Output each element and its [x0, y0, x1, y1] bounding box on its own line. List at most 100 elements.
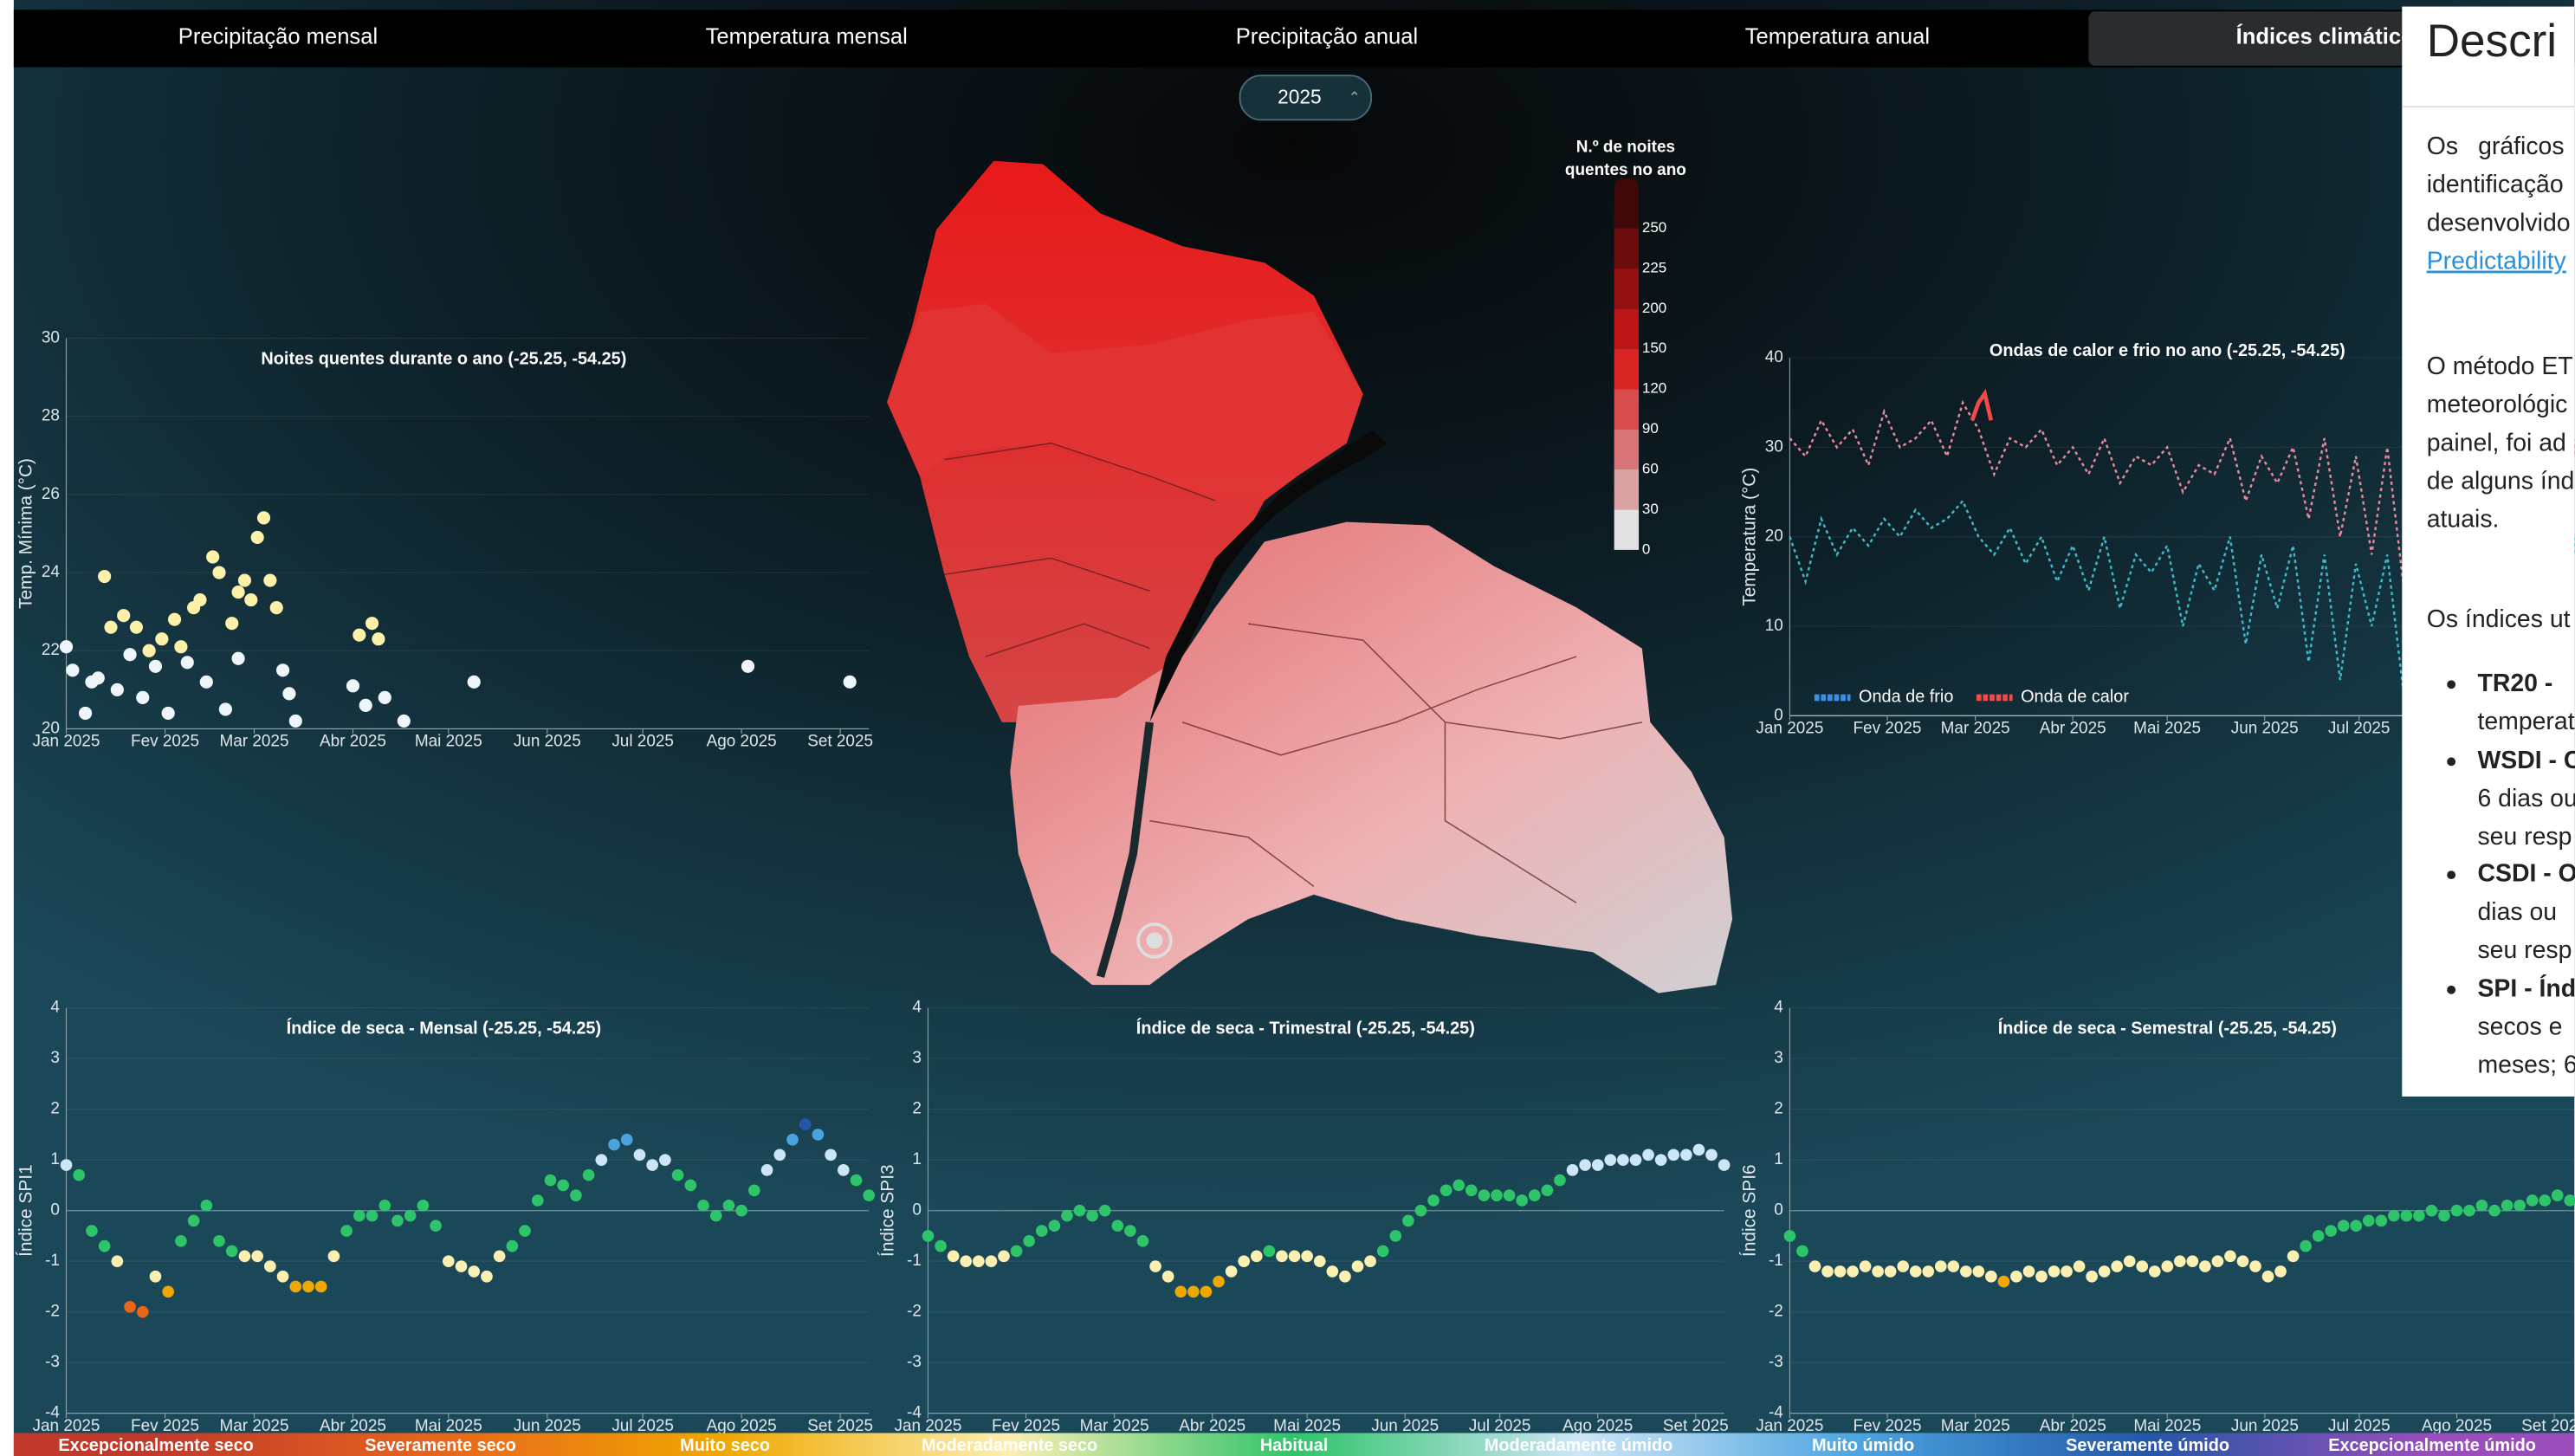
- x-tick-label: Set 2025: [807, 733, 873, 751]
- y-tick-label: -3: [45, 1353, 60, 1371]
- spi-legend-label: Moderadamente úmido: [1485, 1436, 1673, 1455]
- bullet-text: temperat: [2477, 708, 2574, 735]
- data-point: [1922, 1265, 1934, 1278]
- data-point: [672, 1169, 684, 1181]
- data-point: [1251, 1251, 1263, 1263]
- data-point: [251, 1251, 263, 1263]
- data-point: [838, 1164, 850, 1176]
- data-point: [1847, 1265, 1859, 1278]
- data-point: [430, 1220, 442, 1232]
- data-point: [112, 1255, 124, 1267]
- x-tick-label: Jan 2025: [33, 1417, 100, 1435]
- data-point: [1973, 1265, 1985, 1278]
- data-point: [213, 1235, 225, 1247]
- bullet-term: WSDI - C: [2477, 747, 2575, 774]
- nav-tab[interactable]: Temperatura mensal: [706, 24, 908, 49]
- bullet-text: dias ou: [2477, 898, 2557, 926]
- x-tick-label: Jan 2025: [33, 733, 100, 751]
- y-tick-label: 3: [1774, 1049, 1783, 1067]
- data-point: [239, 1251, 251, 1263]
- data-point: [1074, 1205, 1086, 1217]
- year-select[interactable]: 2025 ⌃: [1240, 75, 1372, 120]
- data-point: [98, 570, 111, 583]
- x-tick-label: Mar 2025: [1941, 1417, 2010, 1435]
- data-point: [2111, 1260, 2123, 1272]
- data-point: [136, 691, 149, 704]
- data-point: [1592, 1159, 1604, 1171]
- data-point: [634, 1149, 646, 1161]
- data-point: [761, 1164, 773, 1176]
- data-point: [2287, 1251, 2300, 1263]
- colorbar-tick: 200: [1642, 300, 1666, 316]
- y-tick-label: 1: [912, 1150, 922, 1168]
- nav-tab[interactable]: Precipitação anual: [1236, 24, 1418, 49]
- data-point: [1897, 1260, 1909, 1272]
- data-point: [2086, 1271, 2098, 1283]
- chart-title: Noites quentes durante o ano (-25.25, -5…: [261, 349, 626, 368]
- data-point: [264, 1260, 276, 1272]
- x-tick-label: Fev 2025: [992, 1417, 1060, 1435]
- colorbar-band: [1614, 308, 1639, 348]
- data-point: [1427, 1194, 1440, 1207]
- nav-tab[interactable]: Temperatura anual: [1745, 24, 1930, 49]
- data-point: [723, 1200, 735, 1212]
- data-point: [391, 1215, 404, 1227]
- data-point: [2300, 1240, 2312, 1252]
- data-point: [200, 1200, 212, 1212]
- description-panel: Descri Os gráficosidentificaçãodesenvolv…: [2402, 7, 2575, 1097]
- colorbar-band: [1614, 269, 1639, 308]
- x-tick-label: Set 2025: [1663, 1417, 1729, 1435]
- data-point: [1086, 1210, 1098, 1222]
- data-point: [1998, 1276, 2010, 1288]
- data-point: [1579, 1159, 1591, 1171]
- data-point: [1554, 1175, 1566, 1187]
- data-point: [1705, 1149, 1718, 1161]
- y-tick-label: 4: [50, 999, 60, 1017]
- chart-title: Índice de seca - Mensal (-25.25, -54.25): [287, 1019, 601, 1039]
- data-point: [1960, 1265, 1972, 1278]
- data-point: [73, 1169, 85, 1181]
- data-point: [1796, 1246, 1808, 1258]
- data-point: [143, 644, 156, 657]
- data-point: [621, 1134, 633, 1146]
- data-point: [748, 1184, 760, 1196]
- year-select-value[interactable]: 2025: [1278, 86, 1322, 108]
- y-tick-label: 22: [42, 641, 60, 659]
- y-tick-label: 28: [42, 407, 60, 425]
- data-point: [608, 1139, 620, 1151]
- data-point: [922, 1230, 935, 1242]
- nav-tab[interactable]: Precipitação mensal: [178, 24, 378, 49]
- colorbar-title: quentes no ano: [1565, 161, 1686, 179]
- panel-link[interactable]: Predictability: [2427, 248, 2567, 275]
- y-tick-label: 30: [42, 328, 60, 346]
- nav-tab[interactable]: Índices climáticos: [2236, 23, 2427, 49]
- data-point: [282, 687, 295, 700]
- data-point: [851, 1175, 863, 1187]
- y-tick-label: 24: [42, 563, 60, 581]
- y-tick-label: 10: [1765, 617, 1783, 635]
- data-point: [2149, 1265, 2161, 1278]
- x-tick-label: Jun 2025: [1371, 1417, 1439, 1435]
- y-tick-label: -1: [1769, 1252, 1783, 1270]
- x-tick-label: Abr 2025: [2040, 719, 2106, 737]
- data-point: [1642, 1149, 1654, 1161]
- data-point: [276, 663, 289, 676]
- data-point: [1137, 1235, 1149, 1247]
- data-point: [1289, 1251, 1301, 1263]
- data-point: [150, 1271, 162, 1283]
- x-tick-label: Mar 2025: [219, 1417, 288, 1435]
- data-point: [825, 1149, 837, 1161]
- y-tick-label: -1: [45, 1252, 60, 1270]
- bullet: [2447, 680, 2455, 689]
- data-point: [188, 1215, 200, 1227]
- data-point: [570, 1189, 582, 1201]
- data-point: [2463, 1205, 2475, 1217]
- data-point: [1947, 1260, 1959, 1272]
- data-point: [2539, 1194, 2551, 1207]
- data-point: [238, 573, 251, 586]
- colorbar-title: N.º de noites: [1576, 139, 1675, 157]
- y-tick-label: 2: [912, 1100, 922, 1118]
- bullet-text: 6 dias ou: [2477, 785, 2575, 812]
- spi-legend-label: Excepcionalmente seco: [58, 1436, 253, 1455]
- y-tick-label: -3: [1769, 1353, 1783, 1371]
